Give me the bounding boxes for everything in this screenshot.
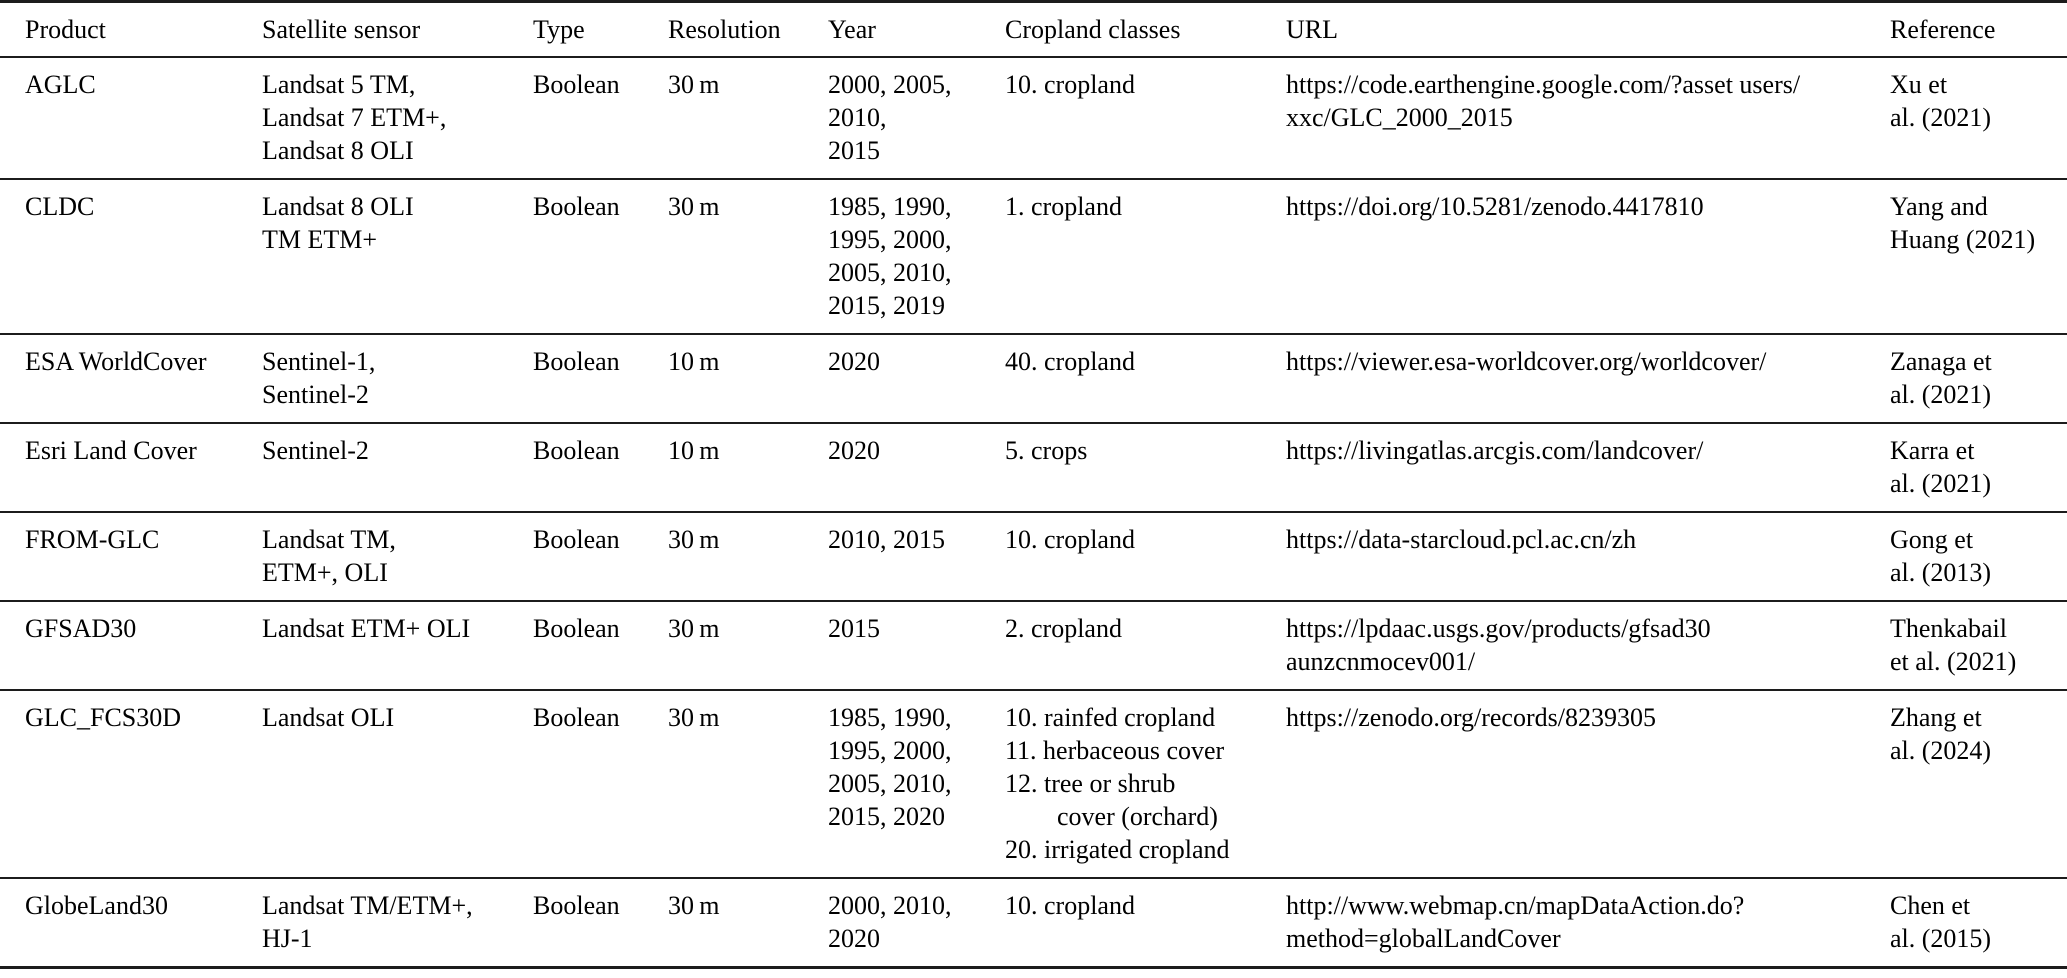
cell-reference: Yang and Huang (2021) [1890, 192, 2036, 254]
cell-resolution: 10 m [668, 436, 720, 465]
table-row: CLDC Landsat 8 OLI TM ETM+ Boolean 30 m 1985… [0, 179, 2067, 334]
cell-sensor: Landsat ETM+ OLI [262, 614, 471, 643]
cell-type: Boolean [533, 614, 620, 643]
cell-type: Boolean [533, 192, 620, 221]
cell-type: Boolean [533, 436, 620, 465]
cell-reference: Karra et al. (2021) [1890, 436, 1992, 498]
cell-sensor: Landsat TM/ETM+, HJ-1 [262, 891, 473, 953]
column-header-classes: Cropland classes [1005, 15, 1181, 44]
cell-product: AGLC [25, 70, 96, 99]
cell-type: Boolean [533, 347, 620, 376]
cell-classes: 10. cropland [1005, 891, 1135, 920]
cell-reference: Thenkabail et al. (2021) [1890, 614, 2017, 676]
table-row: GLC_FCS30D Landsat OLI Boolean 30 m 1985, 19… [0, 690, 2067, 878]
cell-reference: Gong et al. (2013) [1890, 525, 1992, 587]
cell-url[interactable]: http://www.webmap.cn/mapDataAction.do? m… [1286, 891, 1745, 953]
cell-year: 1985, 1990, 1995, 2000, 2005, 2010, 2015… [828, 192, 952, 320]
column-header-year: Year [828, 15, 876, 44]
cell-product: GlobeLand30 [25, 891, 168, 920]
cell-product: CLDC [25, 192, 95, 221]
cell-resolution: 30 m [668, 614, 720, 643]
table-row: ESA WorldCover Sentinel-1, Sentinel-2 Bool… [0, 334, 2067, 423]
cell-resolution: 30 m [668, 192, 720, 221]
table-row: GlobeLand30 Landsat TM/ETM+, HJ-1 Boolean 3… [0, 878, 2067, 968]
cell-classes: 1. cropland [1005, 192, 1122, 221]
cell-classes: 10. rainfed cropland 11. herbaceous cove… [1005, 703, 1230, 864]
cell-classes: 2. cropland [1005, 614, 1122, 643]
cell-url[interactable]: https://viewer.esa-worldcover.org/worldc… [1286, 347, 1767, 376]
table-row: Esri Land Cover Sentinel-2 Boolean 10 m 2020… [0, 423, 2067, 512]
column-header-resolution: Resolution [668, 15, 781, 44]
cell-resolution: 30 m [668, 891, 720, 920]
cell-url[interactable]: https://doi.org/10.5281/zenodo.4417810 [1286, 192, 1704, 221]
cell-sensor: Landsat 5 TM, Landsat 7 ETM+, Landsat 8 … [262, 70, 447, 165]
column-header-product: Product [25, 15, 106, 44]
cell-classes: 40. cropland [1005, 347, 1135, 376]
cell-product: ESA WorldCover [25, 347, 207, 376]
cell-resolution: 30 m [668, 703, 720, 732]
cell-classes: 5. crops [1005, 436, 1088, 465]
cell-sensor: Sentinel-1, Sentinel-2 [262, 347, 376, 409]
cell-type: Boolean [533, 703, 620, 732]
table-row: AGLC Landsat 5 TM, Landsat 7 ETM+, Landsa… [0, 57, 2067, 179]
table-body: AGLC Landsat 5 TM, Landsat 7 ETM+, Landsa… [0, 57, 2067, 968]
cell-classes: 10. cropland [1005, 525, 1135, 554]
cell-url[interactable]: https://livingatlas.arcgis.com/landcover… [1286, 436, 1704, 465]
cell-url[interactable]: https://lpdaac.usgs.gov/products/gfsad30… [1286, 614, 1711, 676]
cell-classes: 10. cropland [1005, 70, 1135, 99]
column-header-type: Type [533, 15, 585, 44]
cell-year: 2020 [828, 347, 880, 376]
cell-type: Boolean [533, 525, 620, 554]
table-header-row: Product Satellite sensor Type Resolution Yea… [0, 2, 2067, 57]
cell-resolution: 30 m [668, 525, 720, 554]
table-row: FROM-GLC Landsat TM, ETM+, OLI Boolean 30 m… [0, 512, 2067, 601]
cell-year: 1985, 1990, 1995, 2000, 2005, 2010, 2015… [828, 703, 952, 831]
cell-product: FROM-GLC [25, 525, 160, 554]
cell-reference: Chen et al. (2015) [1890, 891, 1992, 953]
cell-year: 2000, 2005, 2010, 2015 [828, 70, 952, 165]
cell-product: Esri Land Cover [25, 436, 197, 465]
cell-reference: Xu et al. (2021) [1890, 70, 1992, 132]
cell-year: 2020 [828, 436, 880, 465]
cell-url[interactable]: https://data-starcloud.pcl.ac.cn/zh [1286, 525, 1637, 554]
cell-sensor: Landsat TM, ETM+, OLI [262, 525, 396, 587]
column-header-sensor: Satellite sensor [262, 15, 421, 44]
cell-year: 2015 [828, 614, 880, 643]
cell-product: GFSAD30 [25, 614, 137, 643]
cell-sensor: Landsat OLI [262, 703, 395, 732]
cell-sensor: Landsat 8 OLI TM ETM+ [262, 192, 414, 254]
cell-reference: Zanaga et al. (2021) [1890, 347, 1992, 409]
cell-type: Boolean [533, 70, 620, 99]
table-row: GFSAD30 Landsat ETM+ OLI Boolean 30 m 2015 2.… [0, 601, 2067, 690]
cell-product: GLC_FCS30D [25, 703, 182, 732]
cell-resolution: 10 m [668, 347, 720, 376]
cell-url[interactable]: https://code.earthengine.google.com/?ass… [1286, 70, 1801, 132]
column-header-reference: Reference [1890, 15, 1996, 44]
column-header-url: URL [1286, 15, 1338, 44]
cell-reference: Zhang et al. (2024) [1890, 703, 1992, 765]
cell-sensor: Sentinel-2 [262, 436, 369, 465]
cell-type: Boolean [533, 891, 620, 920]
cell-year: 2010, 2015 [828, 525, 945, 554]
cell-year: 2000, 2010, 2020 [828, 891, 952, 953]
cell-resolution: 30 m [668, 70, 720, 99]
cell-url[interactable]: https://zenodo.org/records/8239305 [1286, 703, 1656, 732]
